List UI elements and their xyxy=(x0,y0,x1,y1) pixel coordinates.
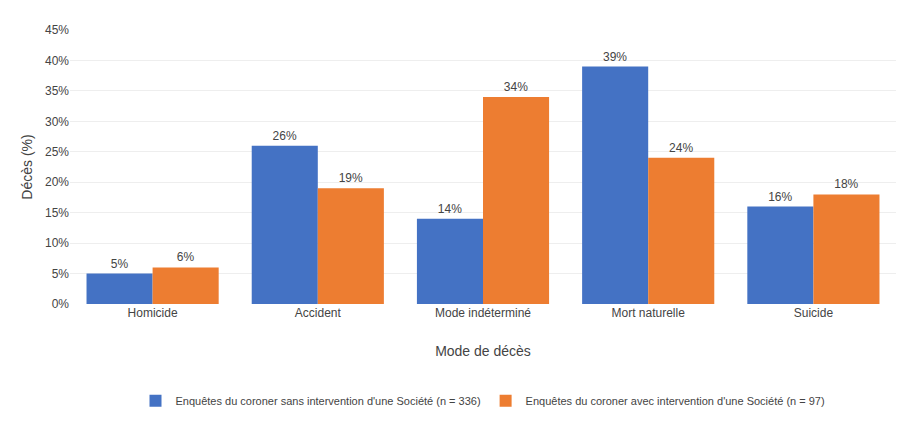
svg-text:30%: 30% xyxy=(45,115,69,129)
svg-text:35%: 35% xyxy=(45,84,69,98)
svg-text:5%: 5% xyxy=(52,267,70,281)
svg-text:Décès (%): Décès (%) xyxy=(19,134,35,199)
svg-text:10%: 10% xyxy=(45,236,69,250)
svg-text:6%: 6% xyxy=(177,250,195,264)
svg-text:16%: 16% xyxy=(768,190,792,204)
svg-text:40%: 40% xyxy=(45,54,69,68)
svg-text:20%: 20% xyxy=(45,175,69,189)
svg-text:15%: 15% xyxy=(45,206,69,220)
svg-text:14%: 14% xyxy=(438,202,462,216)
svg-text:45%: 45% xyxy=(45,23,69,37)
svg-text:Suicide: Suicide xyxy=(794,306,834,320)
svg-text:Accident: Accident xyxy=(295,306,342,320)
svg-text:24%: 24% xyxy=(669,141,693,155)
svg-text:5%: 5% xyxy=(111,257,129,271)
svg-text:19%: 19% xyxy=(339,171,363,185)
svg-text:Mort naturelle: Mort naturelle xyxy=(612,306,686,320)
svg-text:39%: 39% xyxy=(603,50,627,64)
svg-text:34%: 34% xyxy=(504,80,528,94)
svg-text:Mode indéterminé: Mode indéterminé xyxy=(435,306,531,320)
svg-text:Enquêtes du coroner avec inter: Enquêtes du coroner avec intervention d'… xyxy=(526,395,825,407)
svg-text:Mode de décès: Mode de décès xyxy=(435,343,531,359)
svg-text:Enquêtes du coroner sans inter: Enquêtes du coroner sans intervention d'… xyxy=(176,395,481,407)
svg-text:25%: 25% xyxy=(45,145,69,159)
svg-text:18%: 18% xyxy=(834,177,858,191)
svg-text:26%: 26% xyxy=(273,129,297,143)
svg-text:Homicide: Homicide xyxy=(128,306,178,320)
svg-text:0%: 0% xyxy=(52,297,70,311)
